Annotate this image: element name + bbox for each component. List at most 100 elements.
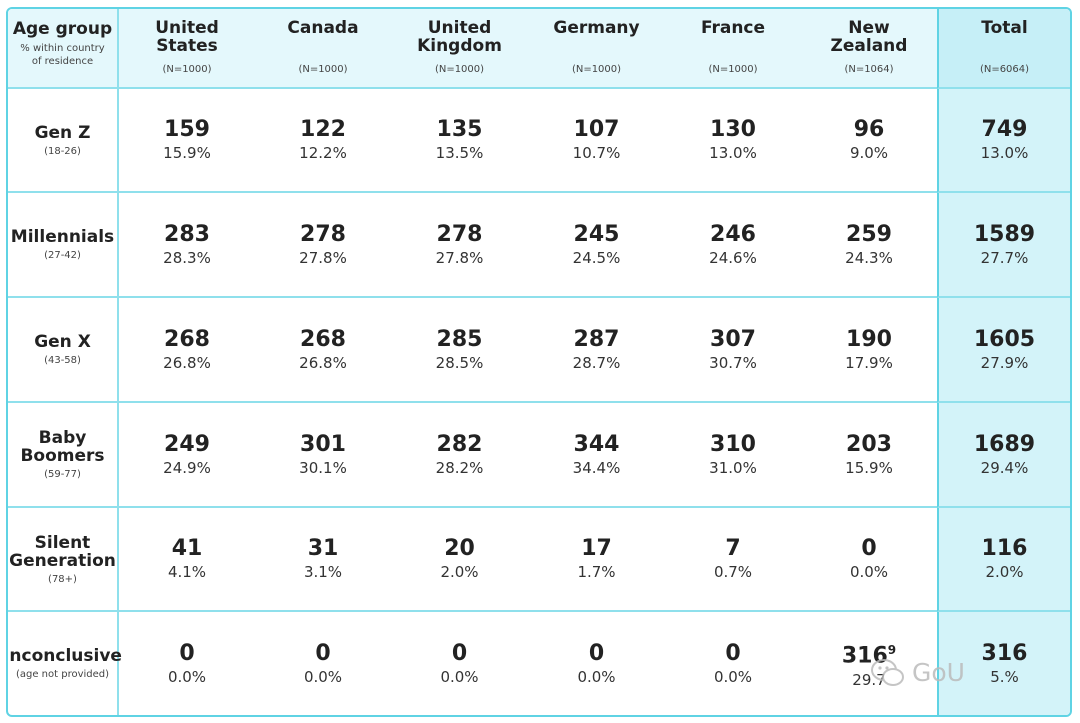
total-cell: 1605 27.9% xyxy=(937,298,1070,403)
cell-count: 287 xyxy=(573,326,620,352)
cell-percent: 0.0% xyxy=(303,667,343,686)
cell-count: 1689 xyxy=(973,431,1036,457)
cell-percent: 24.3% xyxy=(845,248,893,267)
cell-count: 3169 xyxy=(842,638,896,668)
total-cell: 116 2.0% xyxy=(937,508,1070,612)
cell-percent: 0.0% xyxy=(713,667,753,686)
table-cell: 0 0.0% xyxy=(119,612,255,715)
column-sample-size: (N=1000) xyxy=(434,64,485,75)
age-group-title: Age group xyxy=(12,19,113,39)
column-sample-size: (N=1000) xyxy=(298,64,348,75)
row-label-millennials: Millennials (27-42) xyxy=(8,193,119,298)
table-cell: 287 28.7% xyxy=(528,298,665,403)
table-cell: 3169 29.7 xyxy=(801,612,937,715)
cell-percent: 26.8% xyxy=(299,353,347,372)
column-sample-size: (N=1000) xyxy=(708,64,758,75)
header-total: Total (N=6064) xyxy=(937,9,1070,89)
cell-count: 107 xyxy=(573,117,620,142)
cell-count: 0 xyxy=(588,640,605,666)
cell-percent: 34.4% xyxy=(572,458,621,477)
row-age-range: (age not provided) xyxy=(15,669,110,680)
total-cell: 316 5.% xyxy=(937,612,1070,715)
cell-percent: 13.0% xyxy=(980,144,1029,162)
cell-count: 301 xyxy=(300,431,346,457)
cell-percent: 10.7% xyxy=(572,144,621,162)
cell-count: 1605 xyxy=(973,326,1036,352)
total-cell: 749 13.0% xyxy=(937,89,1070,193)
cell-percent: 17.9% xyxy=(845,353,893,372)
table-cell: 245 24.5% xyxy=(528,193,665,298)
table-cell: 130 13.0% xyxy=(665,89,801,193)
column-title: Germany xyxy=(553,18,640,38)
table-cell: 259 24.3% xyxy=(801,193,937,298)
header-germany: Germany (N=1000) xyxy=(528,9,665,89)
cell-count: 0 xyxy=(315,640,331,666)
cell-count: 307 xyxy=(710,326,756,352)
cell-percent: 15.9% xyxy=(163,144,211,162)
cell-count: 268 xyxy=(300,326,346,352)
row-label-gen-z: Gen Z (18-26) xyxy=(8,89,119,193)
row-age-range: (27-42) xyxy=(44,250,81,261)
row-label-gen-x: Gen X (43-58) xyxy=(8,298,119,403)
table-cell: 268 26.8% xyxy=(119,298,255,403)
cell-percent: 27.8% xyxy=(299,248,347,267)
column-sample-size: (N=1064) xyxy=(844,64,894,75)
cell-count: 190 xyxy=(846,326,892,352)
table-cell: 20 2.0% xyxy=(391,508,528,612)
table-cell: 282 28.2% xyxy=(391,403,528,508)
table-cell: 0 0.0% xyxy=(391,612,528,715)
cell-count: 268 xyxy=(164,326,210,352)
row-label: Inconclusive xyxy=(6,646,122,666)
cell-percent: 0.0% xyxy=(849,563,889,581)
row-age-range: (78+) xyxy=(48,573,77,585)
cell-percent: 29.4% xyxy=(980,458,1029,477)
cell-percent: 24.5% xyxy=(572,248,621,267)
row-label: Baby Boomers xyxy=(20,428,105,466)
cell-count: 0 xyxy=(861,536,877,561)
cell-percent: 27.7% xyxy=(980,248,1029,267)
cell-count: 116 xyxy=(981,536,1028,561)
cell-count: 159 xyxy=(164,117,210,142)
table-cell: 0 0.0% xyxy=(801,508,937,612)
table-cell: 278 27.8% xyxy=(255,193,391,298)
cell-count: 316 xyxy=(981,640,1028,666)
column-title: United Kingdom xyxy=(417,18,502,56)
cell-count: 130 xyxy=(710,117,756,142)
cell-percent: 0.7% xyxy=(713,563,753,581)
cell-percent: 24.9% xyxy=(163,458,211,477)
table-cell: 17 1.7% xyxy=(528,508,665,612)
cell-percent: 27.9% xyxy=(980,353,1029,372)
cell-percent: 2.0% xyxy=(440,563,479,581)
column-title: United States xyxy=(155,18,219,56)
total-cell: 1589 27.7% xyxy=(937,193,1070,298)
cell-percent: 29.7 xyxy=(852,670,886,689)
cell-percent: 30.1% xyxy=(299,458,347,477)
header-united-kingdom: United Kingdom (N=1000) xyxy=(391,9,528,89)
cell-percent: 0.0% xyxy=(577,667,616,686)
cell-percent: 13.5% xyxy=(435,144,484,162)
cell-percent: 3.1% xyxy=(303,563,343,581)
table-cell: 268 26.8% xyxy=(255,298,391,403)
cell-percent: 26.8% xyxy=(163,353,211,372)
table-cell: 190 17.9% xyxy=(801,298,937,403)
cell-percent: 24.6% xyxy=(709,248,757,267)
cell-count: 17 xyxy=(581,536,612,561)
cell-percent: 27.8% xyxy=(435,248,484,267)
cell-count: 278 xyxy=(300,221,346,247)
table-cell: 41 4.1% xyxy=(119,508,255,612)
cell-percent: 15.9% xyxy=(845,458,893,477)
table-cell: 96 9.0% xyxy=(801,89,937,193)
row-label-inconclusive: Inconclusive (age not provided) xyxy=(6,612,122,715)
row-label: Gen Z xyxy=(34,122,91,143)
row-label-silent-generation: Silent Generation (78+) xyxy=(8,508,119,612)
cell-count: 0 xyxy=(451,640,468,666)
row-age-range: (18-26) xyxy=(44,145,81,157)
cell-percent: 12.2% xyxy=(299,144,347,162)
cell-count: 285 xyxy=(436,326,483,352)
table-cell: 107 10.7% xyxy=(528,89,665,193)
cell-percent: 31.0% xyxy=(709,458,757,477)
column-sample-size: (N=6064) xyxy=(979,64,1030,75)
table-cell: 344 34.4% xyxy=(528,403,665,508)
cell-percent: 0.0% xyxy=(440,667,479,686)
cell-count: 245 xyxy=(573,221,620,247)
